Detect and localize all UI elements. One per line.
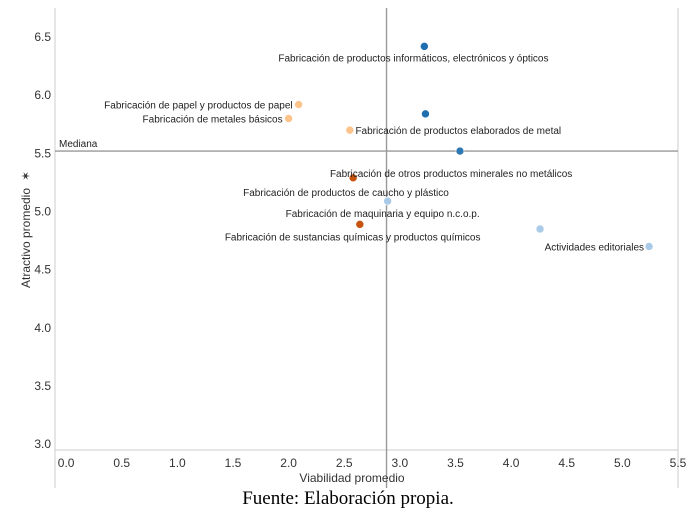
median-label: Mediana xyxy=(59,139,98,150)
point-label: Fabricación de productos informáticos, e… xyxy=(278,53,548,64)
y-tick-label: 3.5 xyxy=(34,379,51,393)
x-tick-label: 4.5 xyxy=(558,456,575,470)
y-tick-label: 5.5 xyxy=(34,146,51,160)
y-tick-label: 4.5 xyxy=(34,263,51,277)
y-axis-ticks: 3.0 3.5 4.0 4.5 5.0 5.5 6.0 6.5 xyxy=(34,30,51,451)
data-points xyxy=(284,42,654,251)
x-tick-label: 1.5 xyxy=(225,456,242,470)
x-tick-label: 3.5 xyxy=(447,456,464,470)
point-label: Actividades editoriales xyxy=(545,242,645,253)
x-tick-label: 0.0 xyxy=(58,456,75,470)
data-point xyxy=(284,114,293,123)
plot-frame xyxy=(54,8,679,488)
median-lines: Mediana xyxy=(55,8,678,488)
y-tick-label: 6.0 xyxy=(34,88,51,102)
x-tick-label: 0.5 xyxy=(113,456,130,470)
y-tick-label: 5.0 xyxy=(34,205,51,219)
point-label: Fabricación de papel y productos de pape… xyxy=(104,101,292,112)
x-axis-title: Viabilidad promedio xyxy=(299,471,405,485)
point-label: Fabricación de productos elaborados de m… xyxy=(355,126,561,137)
x-tick-label: 1.0 xyxy=(169,456,186,470)
source-caption: Fuente: Elaboración propia. xyxy=(242,488,454,509)
x-tick-label: 3.0 xyxy=(392,456,409,470)
y-tick-label: 4.0 xyxy=(34,321,51,335)
point-label: Fabricación de otros productos minerales… xyxy=(330,169,572,180)
point-label: Fabricación de productos de caucho y plá… xyxy=(243,188,449,199)
x-axis-ticks: 0.0 0.5 1.0 1.5 2.0 2.5 3.0 3.5 4.0 4.5 5.0 5.5 xyxy=(58,456,687,470)
point-label: Fabricación de metales básicos xyxy=(143,115,283,126)
data-point xyxy=(535,224,545,234)
data-point xyxy=(644,242,654,251)
data-point xyxy=(455,146,465,156)
data-point xyxy=(421,109,430,119)
x-tick-label: 2.0 xyxy=(280,456,297,470)
point-label: Fabricación de sustancias químicas y pro… xyxy=(225,232,481,243)
scatter-chart: Mediana 0.0 0.5 1.0 1.5 2.0 2.5 3.0 3.5 4.0 4.5 5.… xyxy=(19,8,687,488)
data-point xyxy=(348,173,358,183)
data-labels: Fabricación de productos informáticos, e… xyxy=(104,53,644,253)
y-axis-title: Atractivo promedio xyxy=(19,188,33,288)
data-point xyxy=(355,220,365,229)
y-tick-label: 3.0 xyxy=(34,437,51,451)
x-tick-label: 2.5 xyxy=(336,456,353,470)
data-point xyxy=(294,100,303,109)
point-label: Fabricación de maquinaria y equipo n.c.o… xyxy=(286,209,480,220)
x-tick-label: 5.0 xyxy=(614,456,631,470)
x-tick-label: 5.5 xyxy=(670,456,687,470)
x-tick-label: 4.0 xyxy=(503,456,520,470)
y-tick-label: 6.5 xyxy=(34,30,51,44)
data-point xyxy=(420,42,429,51)
data-point xyxy=(383,196,392,206)
data-point xyxy=(345,125,355,135)
y-axis-title-marker: ✶ xyxy=(19,171,33,181)
